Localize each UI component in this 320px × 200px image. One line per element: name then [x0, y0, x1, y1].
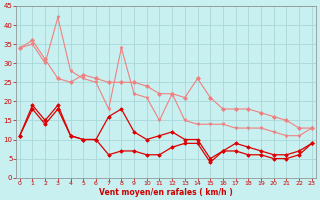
- X-axis label: Vent moyen/en rafales ( km/h ): Vent moyen/en rafales ( km/h ): [99, 188, 233, 197]
